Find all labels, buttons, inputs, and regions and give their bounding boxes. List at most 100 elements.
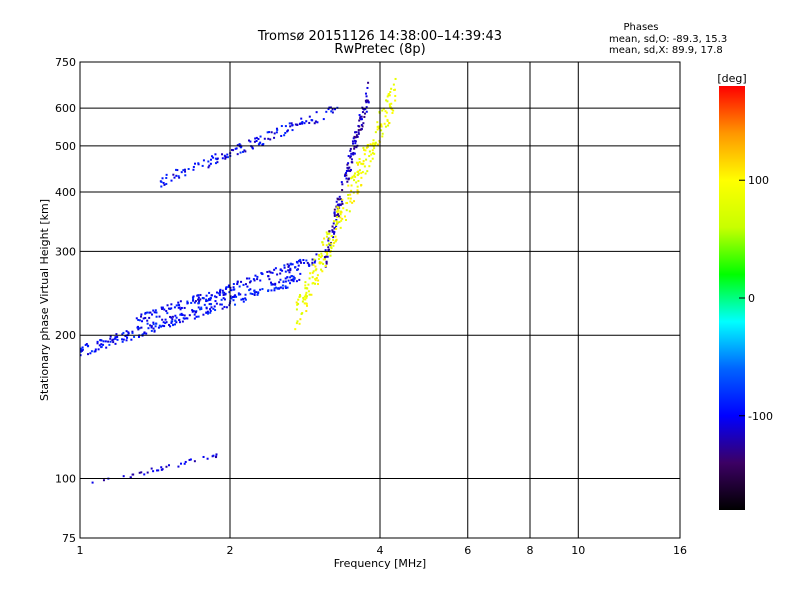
data-point [284, 280, 287, 283]
data-point [338, 220, 341, 223]
data-point [370, 153, 373, 156]
data-point [180, 306, 183, 309]
data-point [172, 173, 175, 176]
data-point [212, 156, 215, 159]
data-point [215, 302, 218, 305]
y-tick-label: 600 [55, 102, 76, 115]
data-point [355, 161, 358, 164]
data-point [279, 286, 282, 289]
data-point [294, 123, 297, 126]
data-point [270, 289, 273, 292]
data-point [365, 106, 368, 109]
data-point [330, 110, 333, 113]
data-point [360, 176, 363, 179]
data-point [314, 282, 317, 285]
data-point [195, 315, 198, 318]
data-point [206, 299, 209, 302]
data-point [350, 184, 353, 187]
data-point [218, 290, 221, 293]
data-point [381, 135, 384, 138]
data-point [325, 110, 328, 113]
data-point [291, 129, 294, 132]
data-point [209, 298, 212, 301]
data-point [384, 115, 387, 118]
data-point [361, 111, 364, 114]
data-point [304, 287, 307, 290]
data-point [259, 141, 262, 144]
data-point [191, 299, 194, 302]
data-point [210, 303, 213, 306]
data-point [330, 247, 333, 250]
data-point [296, 261, 299, 264]
data-point [197, 163, 200, 166]
data-point [284, 131, 287, 134]
data-point [214, 157, 217, 160]
data-point [193, 301, 196, 304]
data-point [339, 226, 342, 229]
data-point [325, 244, 328, 247]
data-point [337, 209, 340, 212]
data-point [208, 164, 211, 167]
data-point [305, 296, 308, 299]
data-point [208, 303, 211, 306]
data-point [98, 344, 101, 347]
data-point [212, 307, 215, 310]
data-point [276, 128, 279, 131]
data-point [314, 278, 317, 281]
data-point [165, 176, 168, 179]
data-point [350, 177, 353, 180]
data-point [313, 261, 316, 264]
data-point [281, 284, 284, 287]
data-point [380, 129, 383, 132]
data-point [355, 146, 358, 149]
data-point [365, 99, 368, 102]
data-point [350, 158, 353, 161]
data-point [266, 131, 269, 134]
data-point [232, 149, 235, 152]
data-point [166, 312, 169, 315]
data-point [299, 272, 302, 275]
data-point [285, 286, 288, 289]
data-point [329, 245, 332, 248]
data-point [364, 172, 367, 175]
data-point [305, 295, 308, 298]
data-point [372, 139, 375, 142]
data-point [253, 293, 256, 296]
data-point [324, 249, 327, 252]
data-point [244, 293, 247, 296]
data-point [353, 145, 356, 148]
data-point [349, 193, 352, 196]
data-point [325, 262, 328, 265]
data-point [215, 291, 218, 294]
data-point [325, 235, 328, 238]
data-point [333, 213, 336, 216]
data-point [94, 350, 97, 353]
data-point [358, 158, 361, 161]
data-point [328, 230, 331, 233]
data-point [127, 332, 130, 335]
data-point [357, 179, 360, 182]
data-point [304, 293, 307, 296]
data-point [256, 293, 259, 296]
data-point [116, 338, 119, 341]
data-point [178, 319, 181, 322]
data-point [175, 316, 178, 319]
data-point [289, 262, 292, 265]
data-point [387, 94, 390, 97]
data-point [362, 122, 365, 125]
data-point [349, 168, 352, 171]
data-point [283, 266, 286, 269]
data-point [249, 280, 252, 283]
data-point [394, 94, 397, 97]
data-point [368, 165, 371, 168]
data-point [121, 333, 124, 336]
data-point [336, 221, 339, 224]
data-point [177, 175, 180, 178]
data-point [335, 200, 338, 203]
data-point [341, 189, 344, 192]
data-point [319, 262, 322, 265]
data-point [191, 296, 194, 299]
data-point [330, 242, 333, 245]
data-point [116, 335, 119, 338]
data-point [326, 251, 329, 254]
